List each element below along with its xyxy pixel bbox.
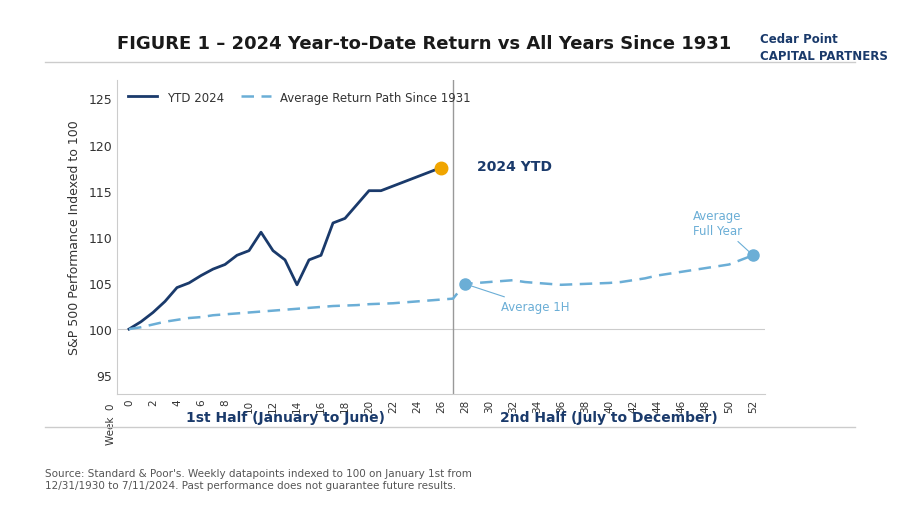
Legend: YTD 2024, Average Return Path Since 1931: YTD 2024, Average Return Path Since 1931 xyxy=(123,87,476,109)
Text: 2024 YTD: 2024 YTD xyxy=(477,160,552,173)
Text: 2nd Half (July to December): 2nd Half (July to December) xyxy=(500,411,718,424)
Text: Average 1H: Average 1H xyxy=(468,285,570,314)
Y-axis label: S&P 500 Performance Indexed to 100: S&P 500 Performance Indexed to 100 xyxy=(68,120,81,355)
Text: Week  0: Week 0 xyxy=(106,403,116,444)
Text: Source: Standard & Poor's. Weekly datapoints indexed to 100 on January 1st from
: Source: Standard & Poor's. Weekly datapo… xyxy=(45,468,472,490)
Text: 1st Half (January to June): 1st Half (January to June) xyxy=(185,411,384,424)
Text: FIGURE 1 – 2024 Year-to-Date Return vs All Years Since 1931: FIGURE 1 – 2024 Year-to-Date Return vs A… xyxy=(117,35,731,53)
Text: Cedar Point
CAPITAL PARTNERS: Cedar Point CAPITAL PARTNERS xyxy=(760,33,888,63)
Text: Average
Full Year: Average Full Year xyxy=(693,210,751,254)
